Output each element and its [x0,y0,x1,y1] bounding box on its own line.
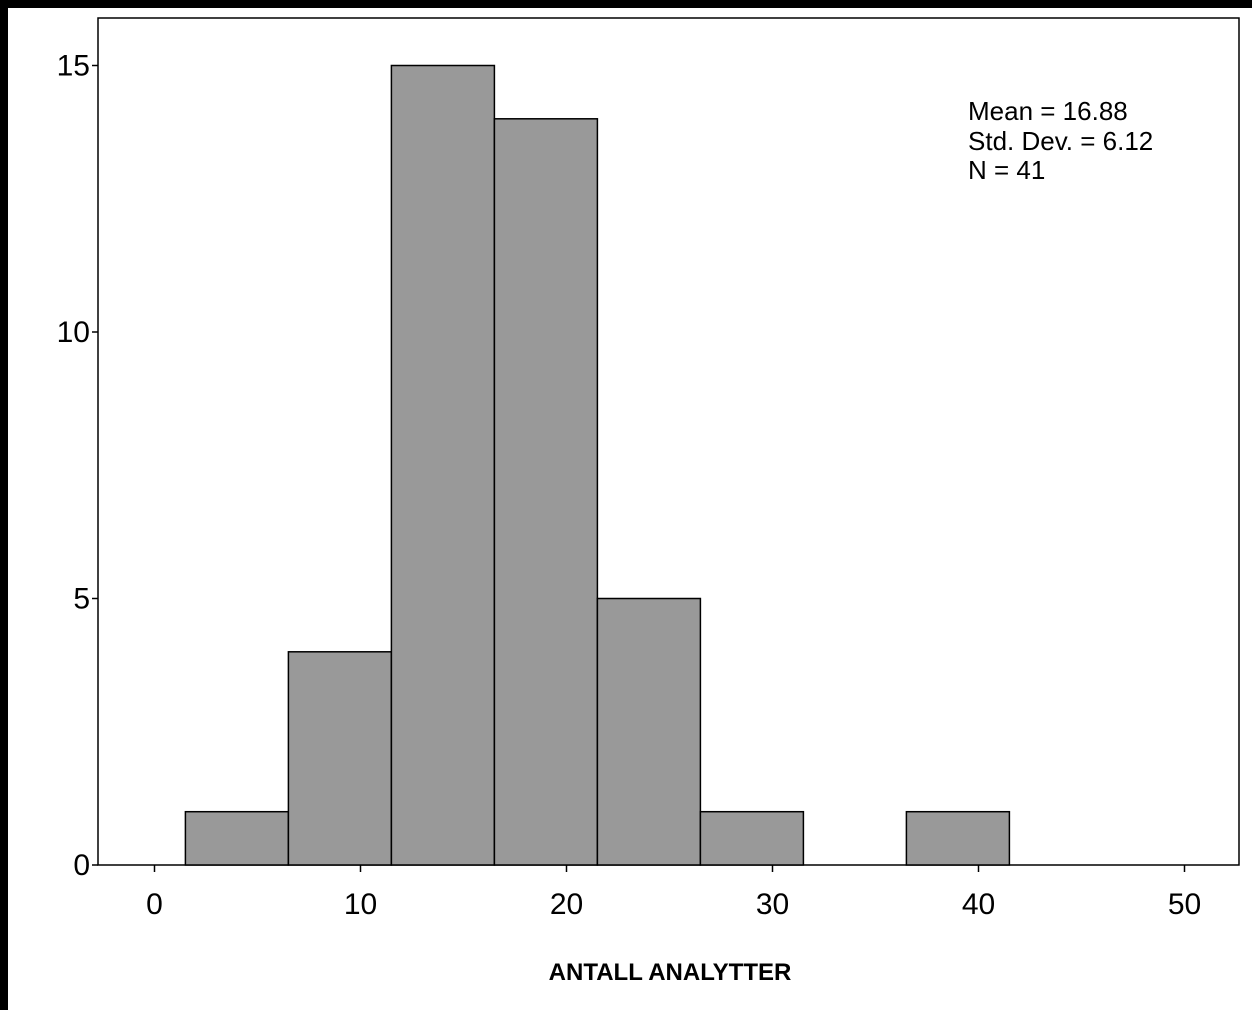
bars-group [184,64,1011,866]
stats-mean: Mean = 16.88 [968,96,1128,126]
x-tick-label-2: 20 [550,888,583,921]
x-tick-label-4: 40 [962,888,995,921]
y-axis: 0 5 10 15 [57,50,98,882]
histogram-bar-2 [390,64,496,866]
x-tick-label-3: 30 [756,888,789,921]
stats-std-dev: Std. Dev. = 6.12 [968,126,1153,156]
histogram-bar-7 [905,810,1011,866]
x-tick-label-1: 10 [344,888,377,921]
stats-n: N = 41 [968,155,1045,185]
stats-annotation: Mean = 16.88 Std. Dev. = 6.12 N = 41 [968,96,1153,185]
y-tick-label-0: 0 [73,849,90,882]
histogram-chart: 0 5 10 15 0 10 20 30 40 50 ANTALL ANALYTTER Mean… [57,17,1240,986]
histogram-bar-5 [699,810,805,866]
x-tick-label-0: 0 [146,888,163,921]
x-axis: 0 10 20 30 40 50 [146,865,1201,921]
histogram-bar-0 [184,810,290,866]
x-tick-label-5: 50 [1168,888,1201,921]
y-tick-label-2: 10 [57,316,90,349]
y-tick-label-3: 15 [57,50,90,83]
histogram-bar-1 [287,651,393,866]
x-axis-title: ANTALL ANALYTTER [549,959,792,986]
chart-canvas: 0 5 10 15 0 10 20 30 40 50 ANTALL ANALYTTER Mean… [8,8,1252,1010]
y-tick-label-1: 5 [73,583,90,616]
histogram-bar-3 [493,118,599,866]
histogram-bar-4 [596,597,702,866]
